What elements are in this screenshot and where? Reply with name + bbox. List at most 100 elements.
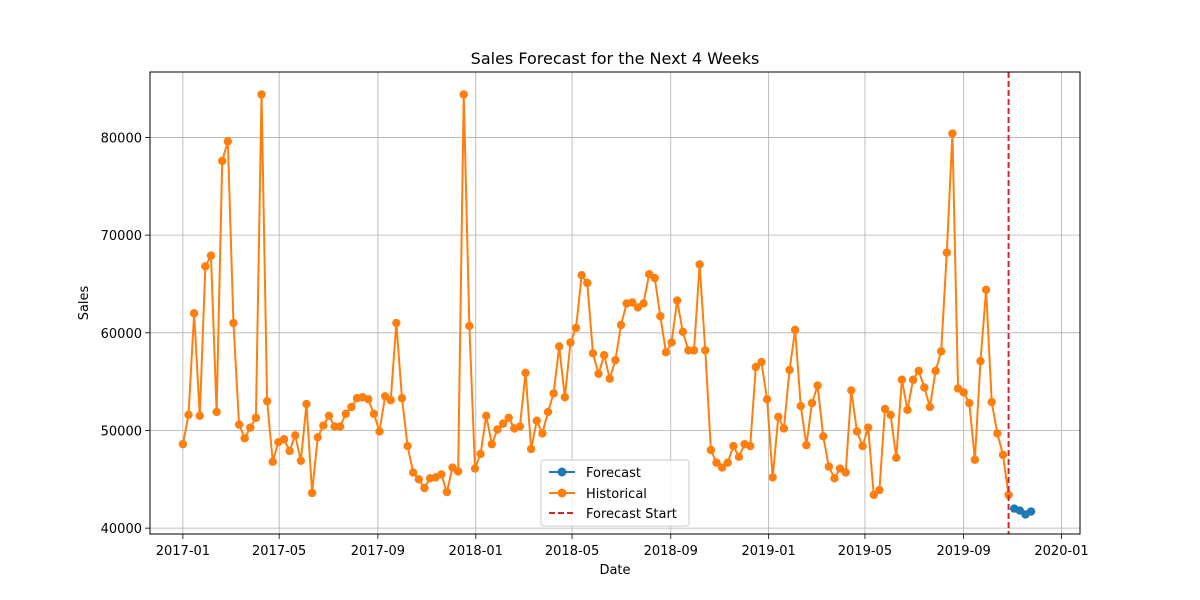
- historical-point: [279, 435, 289, 444]
- historical-point: [504, 413, 513, 422]
- historical-point: [594, 369, 603, 379]
- historical-point: [453, 467, 463, 476]
- historical-point: [605, 374, 614, 383]
- forecast-series: [1010, 504, 1036, 519]
- y-tick-label: 60000: [101, 327, 142, 342]
- historical-point: [768, 473, 777, 482]
- historical-point: [599, 351, 609, 360]
- historical-point: [639, 299, 648, 308]
- historical-point: [442, 487, 452, 497]
- historical-point: [498, 419, 508, 428]
- x-tick-label: 2019-09: [936, 544, 990, 559]
- historical-point: [734, 452, 744, 462]
- historical-point: [571, 323, 581, 333]
- historical-point: [689, 346, 699, 355]
- historical-point: [757, 357, 766, 367]
- historical-point: [218, 156, 227, 166]
- historical-point: [858, 441, 867, 451]
- historical-point: [712, 458, 721, 467]
- x-tick-label: 2018-09: [644, 544, 698, 559]
- historical-point: [201, 262, 210, 271]
- historical-point: [880, 404, 890, 414]
- historical-point: [538, 429, 547, 438]
- grid-lines: [150, 72, 1080, 534]
- historical-point: [341, 409, 350, 419]
- historical-point: [981, 285, 991, 295]
- historical-point: [470, 464, 480, 473]
- historical-point: [335, 422, 345, 431]
- y-axis-ticks: 40000 50000 60000 70000 80000: [101, 131, 150, 537]
- historical-point: [830, 474, 839, 483]
- historical-point: [195, 411, 204, 421]
- historical-point: [397, 394, 407, 403]
- historical-point: [807, 398, 817, 408]
- legend-forecast-label: Forecast: [586, 466, 641, 481]
- historical-point: [751, 362, 761, 372]
- historical-point: [903, 405, 912, 415]
- historical-line: [181, 93, 1010, 496]
- historical-point: [892, 453, 901, 463]
- legend-historical-marker: [557, 488, 567, 498]
- historical-point: [717, 463, 727, 472]
- historical-point: [852, 427, 862, 436]
- historical-point: [875, 485, 884, 495]
- historical-point: [723, 458, 732, 467]
- historical-point: [661, 348, 671, 357]
- historical-point: [819, 432, 828, 441]
- historical-point: [291, 431, 300, 440]
- historical-point: [948, 129, 957, 138]
- historical-point: [493, 425, 502, 434]
- chart-title: Sales Forecast for the Next 4 Weeks: [471, 49, 760, 68]
- historical-point: [914, 366, 923, 376]
- x-tick-label: 2017-05: [252, 544, 306, 559]
- historical-point: [307, 488, 317, 498]
- historical-point: [364, 395, 373, 404]
- historical-point: [729, 441, 738, 451]
- historical-point: [482, 411, 491, 421]
- historical-point: [246, 423, 255, 432]
- historical-point: [746, 441, 755, 451]
- x-tick-label: 2019-01: [741, 544, 795, 559]
- x-tick-label: 2017-09: [351, 544, 405, 559]
- historical-point: [897, 375, 907, 384]
- historical-point: [656, 311, 665, 321]
- historical-point: [526, 444, 536, 454]
- x-tick-label: 2020-01: [1034, 544, 1088, 559]
- historical-point: [189, 309, 199, 318]
- historical-point: [650, 273, 659, 283]
- historical-point: [931, 366, 940, 376]
- historical-point: [392, 318, 401, 328]
- forecast-point: [1026, 507, 1036, 516]
- historical-point: [993, 429, 1002, 438]
- y-tick-label: 70000: [101, 229, 142, 244]
- y-tick-label: 80000: [101, 131, 142, 146]
- historical-point: [802, 440, 811, 450]
- historical-point: [560, 393, 570, 402]
- x-axis-ticks: 2017-01 2017-05 2017-09 2018-01 2018-05 2018-…: [156, 534, 1089, 559]
- historical-point: [408, 468, 418, 477]
- legend-forecast-marker: [557, 467, 567, 477]
- historical-point: [762, 395, 772, 404]
- historical-point: [532, 416, 541, 425]
- historical-point: [420, 483, 429, 493]
- historical-point: [970, 455, 980, 464]
- historical-point: [178, 439, 188, 449]
- historical-point: [920, 383, 929, 392]
- historical-point: [285, 446, 294, 456]
- historical-point: [790, 325, 800, 335]
- historical-point: [184, 410, 193, 420]
- legend-box: [540, 459, 690, 527]
- historical-point: [319, 421, 328, 430]
- historical-point: [240, 434, 249, 443]
- historical-point: [987, 397, 996, 407]
- x-axis-label: Date: [599, 563, 630, 578]
- historical-point: [942, 248, 951, 257]
- historical-point: [549, 389, 558, 398]
- historical-point: [212, 407, 221, 417]
- historical-point: [577, 270, 586, 280]
- historical-series: [178, 90, 1013, 500]
- x-tick-label: 2017-01: [156, 544, 210, 559]
- historical-point: [796, 401, 805, 411]
- historical-point: [616, 320, 626, 330]
